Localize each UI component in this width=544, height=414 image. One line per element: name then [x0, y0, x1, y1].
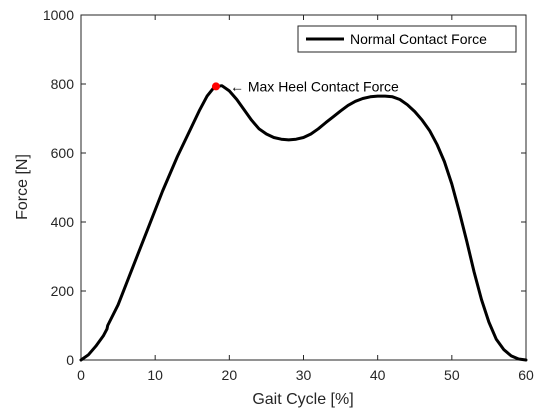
y-tick-label: 800 — [51, 76, 75, 92]
x-tick-label: 60 — [518, 367, 534, 383]
series-layer — [79, 84, 528, 362]
axes-frame — [80, 14, 527, 361]
legend: Normal Contact Force — [297, 25, 517, 53]
x-tick-label: 30 — [296, 367, 312, 383]
y-tick-label: 200 — [51, 283, 75, 299]
x-tick-label: 50 — [444, 367, 460, 383]
y-tick-label: 0 — [66, 352, 74, 368]
y-axis-ticks: 0 200 400 600 800 1000 — [43, 7, 526, 368]
x-axis-ticks: 0 10 20 30 40 50 60 — [77, 15, 534, 383]
x-axis-label: Gait Cycle [%] — [252, 391, 353, 408]
y-tick-label: 600 — [51, 145, 75, 161]
x-tick-label: 10 — [147, 367, 163, 383]
x-tick-label: 0 — [77, 367, 85, 383]
annotation-label: ← Max Heel Contact Force — [230, 78, 399, 94]
plot-area — [80, 14, 527, 361]
series-line-normal-contact-force — [79, 84, 528, 362]
x-tick-label: 40 — [370, 367, 386, 383]
y-tick-label: 1000 — [43, 7, 74, 23]
x-tick-label: 20 — [222, 367, 238, 383]
y-axis-label: Force [N] — [14, 154, 31, 220]
y-tick-label: 400 — [51, 214, 75, 230]
legend-label: Normal Contact Force — [350, 31, 487, 47]
legend-box — [297, 25, 517, 53]
max-heel-contact-marker — [211, 82, 220, 91]
annotation-layer: ← Max Heel Contact Force — [211, 78, 399, 94]
